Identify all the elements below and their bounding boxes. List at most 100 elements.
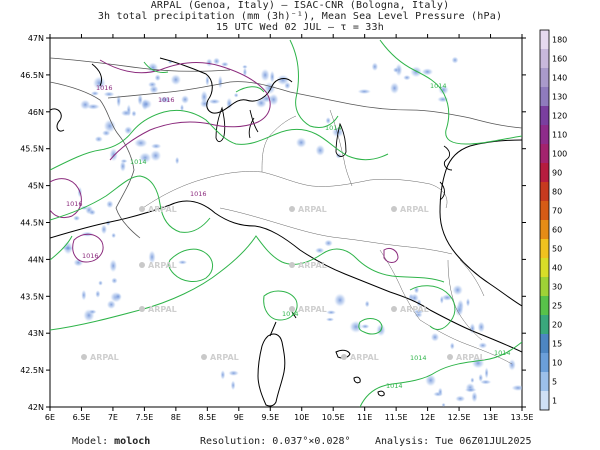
- analysis-value: Tue 06Z01JUL2025: [435, 436, 532, 447]
- colorbar-swatch: [540, 315, 549, 334]
- lake-garda: [335, 122, 347, 157]
- colorbar-label: 90: [552, 169, 562, 178]
- colorbar-label: 10: [552, 359, 562, 368]
- precip-patch: [111, 232, 117, 239]
- precip-patch: [106, 200, 114, 209]
- isobar-1014: [168, 248, 213, 282]
- precip-patch: [220, 61, 229, 67]
- precip-patch: [371, 62, 379, 72]
- precip-patch: [455, 395, 466, 402]
- precip-patch: [233, 92, 239, 98]
- watermark-icon: [201, 354, 207, 360]
- lon-label: 12E: [420, 413, 435, 422]
- lon-label: 13E: [483, 413, 498, 422]
- country-border: [50, 57, 231, 72]
- isobar-label: 1014: [386, 382, 403, 390]
- lat-label: 46.5N: [20, 71, 44, 80]
- watermark-text: ARPAL: [90, 353, 119, 362]
- precip-patch: [449, 342, 455, 350]
- map-frame: [49, 37, 523, 408]
- precip-patch: [63, 241, 73, 255]
- isobar-1016: [383, 247, 399, 263]
- lon-label: 11.5E: [385, 413, 408, 422]
- colorbar-swatch: [540, 201, 549, 220]
- precip-patch: [88, 309, 97, 315]
- colorbar-label: 50: [552, 245, 562, 254]
- precip-patch: [138, 152, 152, 164]
- lat-label: 45N: [28, 182, 44, 191]
- watermark-icon: [289, 262, 295, 268]
- watermark-icon: [447, 354, 453, 360]
- lat-label: 47N: [28, 34, 44, 43]
- precip-patch: [133, 138, 148, 148]
- precip-patch: [150, 143, 162, 150]
- precip-patch: [325, 116, 331, 125]
- colorbar-swatch: [540, 30, 549, 49]
- precip-patch: [412, 309, 425, 315]
- isobar-label: 1014: [282, 310, 299, 318]
- precip-patch: [478, 342, 488, 349]
- isobar-label: 1016: [66, 200, 83, 208]
- precip-patch: [103, 91, 115, 97]
- precip-patch: [276, 74, 290, 86]
- colorbar-swatch: [540, 296, 549, 315]
- precip-patch: [116, 94, 122, 108]
- colorbar-label: 120: [552, 112, 567, 121]
- isobar-1014: [50, 175, 211, 233]
- precip-patch: [452, 284, 464, 296]
- colorbar-swatch: [540, 68, 549, 87]
- colorbar-label: 80: [552, 188, 562, 197]
- watermark-text: ARPAL: [298, 261, 327, 270]
- analysis-label: Analysis:: [375, 436, 430, 447]
- isobar-1014: [379, 39, 522, 145]
- chart-title-line3: 15 UTC Wed 02 JUL – τ = 33h: [216, 22, 384, 33]
- precip-patch: [326, 310, 337, 315]
- colorbar-swatch: [540, 125, 549, 144]
- precip-patch: [217, 75, 223, 90]
- colorbar-label: 140: [552, 74, 567, 83]
- precip-patch: [325, 317, 335, 322]
- colorbar-label: 130: [552, 93, 567, 102]
- isobar-1014: [409, 285, 456, 330]
- island-small: [377, 390, 385, 397]
- colorbar-label: 100: [552, 150, 567, 159]
- precip-patch: [226, 97, 233, 110]
- lon-label: 11E: [357, 413, 372, 422]
- precip-patch: [508, 358, 516, 371]
- precip-patch: [212, 57, 221, 65]
- isobar-label: 1014: [130, 158, 147, 166]
- precip-patch: [314, 247, 325, 254]
- resolution-label: Resolution:: [200, 436, 267, 447]
- precip-patch: [140, 98, 153, 110]
- isobar-1014: [289, 39, 339, 129]
- precip-patch: [315, 144, 326, 157]
- isobar-label: 1016: [158, 96, 175, 104]
- lat-label: 45.5N: [20, 145, 44, 154]
- isobar-label: 1016: [190, 190, 207, 198]
- elba-island: [335, 349, 351, 359]
- precip-patch: [479, 379, 492, 385]
- isobar-1014: [263, 290, 298, 321]
- lon-label: 6E: [45, 413, 55, 422]
- isobar-1014: [359, 341, 522, 407]
- watermark-text: ARPAL: [400, 205, 429, 214]
- isobar-1014: [50, 235, 73, 261]
- chart-title-line1: ARPAL (Genoa, Italy) — ISAC-CNR (Bologna…: [150, 0, 450, 11]
- colorbar-label: 60: [552, 226, 562, 235]
- lake-como: [248, 109, 259, 139]
- precip-patch: [179, 104, 185, 112]
- colorbar-swatch: [540, 144, 549, 163]
- chart-title-line2: 3h total precipitation (mm (3h)⁻¹), Mean…: [97, 11, 503, 22]
- precip-patch: [174, 156, 180, 165]
- precip-patch: [205, 74, 210, 87]
- precip-patch: [149, 149, 162, 162]
- colorbar-frame: [539, 29, 550, 411]
- precip-patch: [438, 84, 449, 95]
- colorbar-swatch: [540, 239, 549, 258]
- watermark-text: ARPAL: [148, 305, 177, 314]
- precip-patch: [424, 373, 437, 387]
- precip-patch: [439, 295, 444, 305]
- isobar-1016: [72, 233, 104, 263]
- colorbar-swatch: [540, 372, 549, 391]
